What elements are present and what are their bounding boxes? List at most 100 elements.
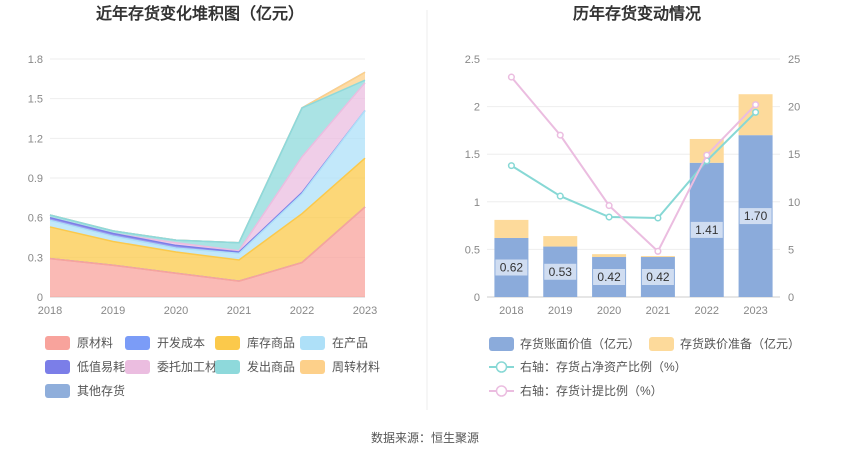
- area-edge-0: [49, 206, 366, 282]
- right-bar-series: 0.62 0.53 0.42 0.42 1.41 1.70: [494, 94, 773, 297]
- left-legend-label: 原材料: [77, 336, 113, 350]
- left-legend-label: 其他存货: [77, 383, 125, 398]
- right-y2-tick-label: 15: [788, 149, 800, 161]
- area-3: [50, 110, 365, 260]
- left-legend-label: 库存商品: [247, 335, 295, 350]
- right-y2-tick-label: 0: [788, 292, 794, 304]
- line-series-1: [510, 76, 757, 253]
- right-y-tick-label: 2.5: [465, 54, 480, 66]
- bar-impairment: [494, 219, 529, 238]
- line-point: [605, 213, 613, 221]
- left-legend-swatch: [300, 360, 325, 374]
- right-x-tick-label: 2022: [695, 305, 719, 317]
- left-legend-swatch: [300, 336, 325, 350]
- line-series-0: [510, 111, 757, 219]
- bar-label-bg: [544, 263, 577, 280]
- left-legend-swatch: [215, 336, 240, 350]
- right-y2-tick-label: 5: [788, 244, 794, 256]
- right-y2-tick-labels: 0 5 10 15 20 25: [788, 54, 800, 304]
- left-x-tick-labels: 2018 2019 2020 2021 2022 2023: [38, 305, 377, 317]
- line-point: [507, 73, 515, 81]
- line-point: [556, 192, 564, 200]
- right-legend-label: 右轴：存货占净资产比例（%）: [520, 359, 687, 374]
- area-edge-6: [49, 79, 366, 244]
- bar-impairment: [689, 138, 724, 163]
- bar-label-bg: [593, 269, 626, 286]
- left-y-tick-label: 0: [37, 292, 43, 304]
- right-y-tick-label: 0.5: [465, 244, 480, 256]
- right-chart-title: 历年存货变动情况: [573, 4, 701, 23]
- left-y-tick-label: 0.3: [28, 252, 43, 264]
- right-legend-swatch: [489, 337, 514, 351]
- bar-data-label: 1.70: [744, 209, 768, 223]
- left-legend-label: 委托加工材料: [157, 360, 229, 374]
- left-x-tick-label: 2023: [353, 305, 377, 317]
- bar-label-bg: [495, 259, 528, 276]
- right-y-tick-label: 1: [474, 197, 480, 209]
- left-legend-label: 周转材料: [332, 359, 380, 374]
- left-legend-label: 发出商品: [247, 359, 295, 374]
- left-x-tick-label: 2020: [164, 305, 188, 317]
- right-legend-label: 存货账面价值（亿元）: [520, 336, 640, 351]
- line-point: [605, 202, 613, 210]
- left-area-series: [49, 71, 366, 297]
- area-5: [50, 82, 365, 253]
- right-legend-swatch: [649, 337, 674, 351]
- area-0: [50, 207, 365, 297]
- left-x-tick-label: 2019: [101, 305, 125, 317]
- bar-data-label: 0.42: [597, 270, 621, 284]
- left-y-tick-label: 0.6: [28, 213, 43, 225]
- line-point: [752, 101, 760, 109]
- area-edge-2: [49, 157, 366, 261]
- bar-label-bg: [641, 269, 674, 286]
- right-legend: 存货账面价值（亿元） 存货跌价准备（亿元） 右轴：存货占净资产比例（%） 右轴：存货计…: [489, 336, 800, 398]
- right-legend-marker: [495, 361, 508, 373]
- bar-label-bg: [690, 221, 723, 238]
- left-legend-label: 在产品: [332, 336, 368, 350]
- area-edge-3: [49, 110, 366, 255]
- left-x-tick-label: 2018: [38, 305, 62, 317]
- right-x-tick-label: 2023: [743, 305, 767, 317]
- right-x-tick-label: 2018: [499, 305, 523, 317]
- line-point: [703, 151, 711, 159]
- right-legend-marker: [495, 385, 508, 397]
- bar-data-label: 0.53: [549, 265, 573, 279]
- left-x-tick-label: 2021: [227, 305, 251, 317]
- left-y-tick-label: 1.8: [28, 54, 43, 66]
- area-6: [50, 80, 365, 251]
- right-y-tick-labels: 0 0.5 1 1.5 2 2.5: [465, 54, 480, 304]
- bar-data-label: 1.41: [695, 223, 719, 237]
- line-point: [507, 162, 515, 170]
- right-x-tick-labels: 2018 2019 2020 2021 2022 2023: [499, 305, 768, 317]
- right-x-tick-label: 2020: [597, 305, 621, 317]
- area-2: [50, 158, 365, 282]
- bar-impairment: [592, 254, 627, 258]
- left-legend-swatch: [125, 360, 150, 374]
- bar-data-label: 0.62: [500, 260, 524, 274]
- left-legend-swatch: [45, 360, 70, 374]
- left-y-tick-label: 1.2: [28, 133, 43, 145]
- right-x-tick-label: 2019: [548, 305, 572, 317]
- right-y2-tick-label: 20: [788, 102, 800, 114]
- right-legend-label: 存货跌价准备（亿元）: [680, 336, 800, 351]
- right-legend-label: 右轴：存货计提比例（%）: [520, 383, 663, 398]
- left-legend-label: 低值易耗品: [77, 359, 137, 374]
- bar-data-label: 0.42: [646, 270, 670, 284]
- left-y-tick-label: 1.5: [28, 94, 43, 106]
- data-source-footer: 数据来源：恒生聚源: [371, 430, 479, 445]
- right-y-tick-label: 2: [474, 102, 480, 114]
- line-point: [556, 131, 564, 139]
- bar-impairment: [640, 256, 675, 258]
- left-y-tick-labels: 0 0.3 0.6 0.9 1.2 1.5 1.8: [28, 54, 43, 304]
- left-legend-label: 开发成本: [157, 335, 205, 350]
- right-y2-tick-label: 25: [788, 54, 800, 66]
- left-legend-swatch: [215, 360, 240, 374]
- right-y2-tick-label: 10: [788, 197, 800, 209]
- line-point: [654, 214, 662, 222]
- right-y-tick-label: 0: [474, 292, 480, 304]
- left-legend-swatch: [125, 336, 150, 350]
- left-legend-swatch: [45, 336, 70, 350]
- right-y-tick-label: 1.5: [465, 149, 480, 161]
